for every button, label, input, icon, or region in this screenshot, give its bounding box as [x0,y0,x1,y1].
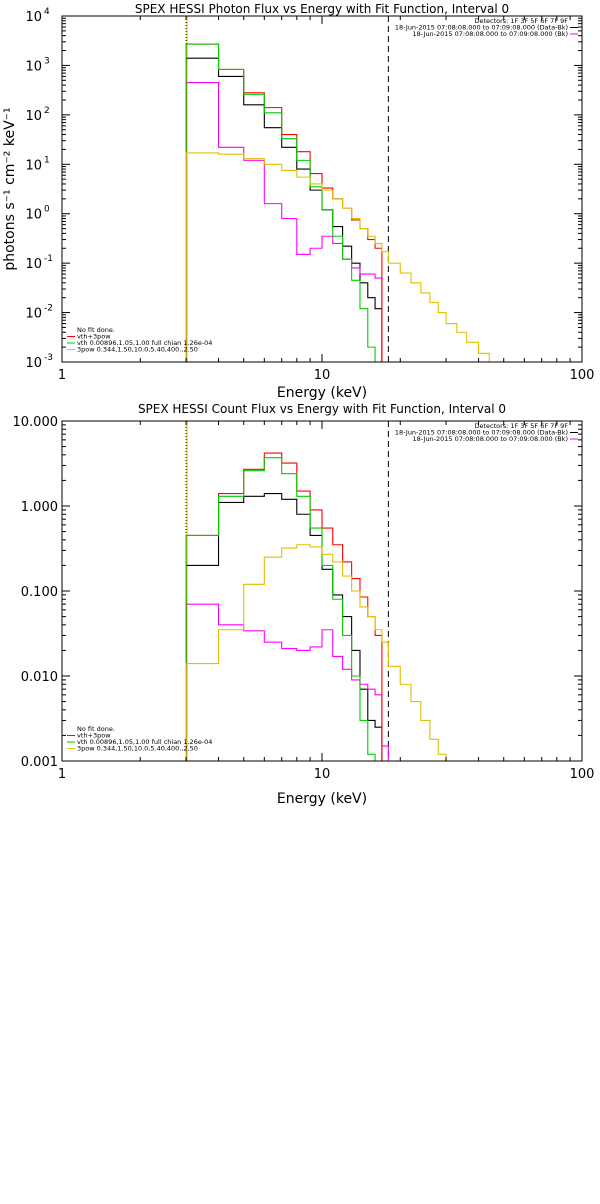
plot-area [185,16,490,362]
y-tick-label: 10 [25,158,42,173]
x-tick-label: 1 [58,368,66,383]
legend-label: 3pow 0.344,1.50,10.0,5.40,400.,2.50 [77,346,198,354]
legend-label: vth+3pow [77,732,111,740]
y-tick-label: 10 [25,109,42,124]
chart-panel-1: SPEX HESSI Photon Flux vs Energy with Fi… [2,2,594,401]
axes-frame [61,420,583,762]
y-tick-label: 0.010 [21,670,58,685]
y-tick-label: 1.000 [21,500,58,515]
legend-label: Detectors: 1F 3F 5F 6F 7F 9F [474,422,568,430]
y-tick-exponent: 0 [44,205,50,215]
series-line-5 [185,544,457,761]
x-tick-label: 10 [314,368,331,383]
series-line-5 [185,152,490,362]
legend-label: vth 0.00896,1.05,1.00 full chian 1.26e-0… [77,738,212,746]
legend-label: Detectors: 1F 3F 5F 6F 7F 9F [474,17,568,25]
y-tick-exponent: 3 [44,56,50,66]
legend-label: 18-Jun-2015 07:08:08.000 to 07:09:08.000… [413,435,568,443]
y-tick-exponent: -1 [44,254,53,264]
x-tick-label: 100 [570,767,595,782]
x-axis-label: Energy (keV) [277,791,367,807]
chart-title: SPEX HESSI Count Flux vs Energy with Fit… [138,402,506,416]
series-line-1 [185,493,389,761]
x-tick-label: 100 [570,368,595,383]
y-tick-label: 10 [25,356,42,371]
y-tick-exponent: 4 [44,7,50,17]
chart-panel-2: SPEX HESSI Count Flux vs Energy with Fit… [13,402,595,807]
y-tick-label: 0.001 [21,755,58,770]
legend-label: 3pow 0.344,1.50,10.0,5.40,400.,2.50 [77,745,198,753]
y-tick-label: 10 [25,10,42,25]
y-tick-exponent: 2 [44,106,50,116]
x-axis-label: Energy (keV) [277,385,367,401]
y-tick-exponent: -3 [44,353,53,363]
y-tick-exponent: -2 [44,304,53,314]
y-tick-label: 10 [25,208,42,223]
y-tick-exponent: 1 [44,155,50,165]
y-tick-label: 10.000 [13,415,59,430]
legend-label: 18-Jun-2015 07:08:08.000 to 07:09:08.000… [395,24,568,32]
y-tick-label: 10 [25,307,42,322]
legend-label: vth 0.00896,1.05,1.00 full chian 1.26e-0… [77,339,212,347]
legend-label: vth+3pow [77,333,111,341]
y-tick-label: 10 [25,257,42,272]
legend-label: 18-Jun-2015 07:08:08.000 to 07:09:08.000… [413,30,568,38]
y-tick-label: 10 [25,59,42,74]
legend-label: No fit done. [77,326,115,334]
series-line-2 [185,603,389,761]
y-tick-label: 0.100 [21,585,58,600]
series-line-1 [185,57,389,362]
legend-label: 18-Jun-2015 07:08:08.000 to 07:09:08.000… [395,429,568,437]
series-line-4 [185,457,389,761]
x-tick-label: 1 [58,767,66,782]
series-line-2 [185,82,389,362]
series-line-3 [185,43,389,362]
y-axis-label: photons s⁻¹ cm⁻² keV⁻¹ [2,107,18,270]
chart-title: SPEX HESSI Photon Flux vs Energy with Fi… [135,2,509,16]
plot-area [185,421,457,761]
legend-label: No fit done. [77,725,115,733]
x-tick-label: 10 [314,767,331,782]
series-line-4 [185,43,389,362]
